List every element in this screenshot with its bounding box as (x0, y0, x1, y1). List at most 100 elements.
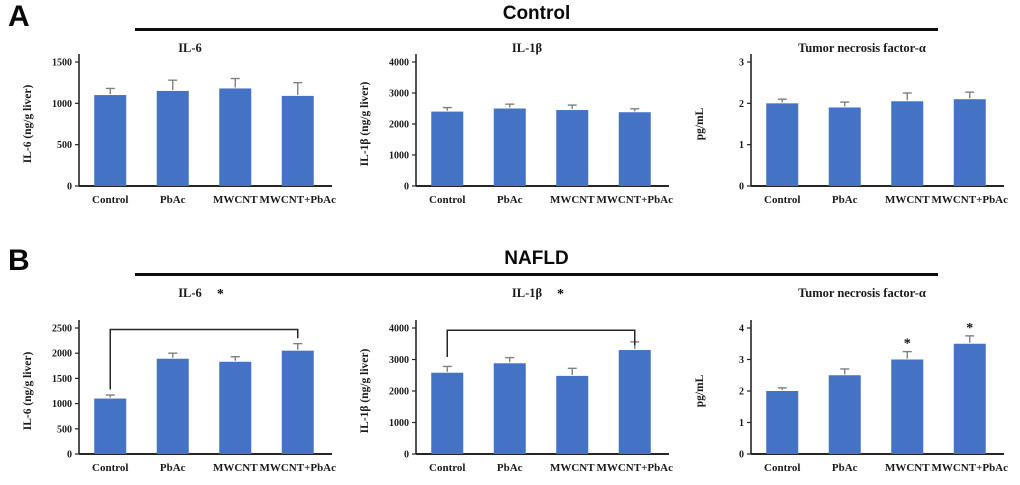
category-label: Control (429, 194, 465, 206)
bar-chart: 0 500 1000 1500 IL-6 (ng/g liver) Control PbAc… (22, 41, 336, 206)
category-label: PbAc (160, 194, 186, 206)
bar-chart: 0 500 1000 1500 2000 2500 IL-6 (ng/g liver) Con… (22, 286, 336, 474)
y-axis-label: pg/mL (694, 107, 706, 140)
bar-chart: 0 1 2 3 pg/mL Control PbAc MWCNT MWCNT+PbAc Tumor… (694, 41, 1008, 206)
y-axis-label: IL-6 (ng/g liver) (22, 352, 34, 431)
significance-bracket (109, 328, 299, 390)
category-label: MWCNT (885, 462, 930, 474)
panel-b-label: B (8, 244, 30, 277)
category-label: MWCNT+PbAc (259, 194, 336, 206)
chart-title: IL-1β (512, 286, 543, 300)
panel-a-header: Control (135, 3, 938, 31)
category-label: Control (92, 462, 128, 474)
y-tick-label: 1000 (52, 399, 72, 410)
category-label: MWCNT+PbAc (596, 462, 673, 474)
category-label: MWCNT+PbAc (596, 194, 673, 206)
bar (493, 363, 526, 454)
bar-chart: 0 1000 2000 3000 4000 IL-1β (ng/g liver) Contr… (359, 41, 673, 206)
bar (219, 88, 252, 186)
y-axis-label: IL-1β (ng/g liver) (359, 349, 371, 434)
bar-chart: 0 1000 2000 3000 4000 IL-1β (ng/g liver) Contr… (359, 286, 673, 474)
significance-star: * (966, 321, 973, 336)
chart-control-il1b: 0 1000 2000 3000 4000 IL-1β (ng/g liver) Contr… (355, 36, 677, 220)
y-tick-label: 3 (739, 58, 744, 69)
y-tick-label: 0 (404, 450, 409, 461)
significance-star: * (217, 287, 224, 302)
category-label: Control (764, 194, 800, 206)
chart-title: Tumor necrosis factor-α (798, 286, 926, 300)
y-tick-label: 3000 (389, 355, 409, 366)
bar (281, 95, 314, 186)
bar (94, 95, 127, 186)
chart-title: IL-6 (178, 41, 202, 55)
y-tick-label: 0 (404, 182, 409, 193)
bar-chart: 0 1 2 3 4 pg/mL Control PbAc MWCNT * MWCNT+PbAc * Tu… (694, 286, 1008, 474)
y-tick-label: 2000 (52, 349, 72, 360)
y-axis-label: pg/mL (694, 374, 706, 407)
y-tick-label: 1500 (52, 374, 72, 385)
chart-control-tnf: 0 1 2 3 pg/mL Control PbAc MWCNT MWCNT+PbAc Tumor… (690, 36, 1012, 220)
category-label: MWCNT+PbAc (259, 462, 336, 474)
category-label: Control (764, 462, 800, 474)
bar (953, 343, 986, 454)
category-label: MWCNT (213, 462, 258, 474)
category-label: MWCNT (550, 462, 595, 474)
bar (431, 111, 464, 186)
chart-nafld-il6: 0 500 1000 1500 2000 2500 IL-6 (ng/g liver) Con… (18, 282, 340, 484)
y-tick-label: 2500 (52, 324, 72, 335)
y-axis-label: IL-1β (ng/g liver) (359, 82, 371, 167)
category-label: Control (92, 194, 128, 206)
y-tick-label: 1 (739, 418, 744, 429)
bar (94, 398, 127, 454)
category-label: PbAc (832, 462, 858, 474)
chart-title: IL-1β (512, 41, 543, 55)
y-tick-label: 4 (739, 324, 744, 335)
y-tick-label: 2000 (389, 387, 409, 398)
bar (766, 103, 799, 186)
bar (493, 108, 526, 186)
chart-nafld-tnf: 0 1 2 3 4 pg/mL Control PbAc MWCNT * MWCNT+PbAc * Tu… (690, 282, 1012, 484)
bar (618, 350, 651, 454)
y-tick-label: 0 (739, 450, 744, 461)
bar (431, 372, 464, 454)
y-tick-label: 1 (739, 140, 744, 151)
significance-star: * (557, 287, 564, 302)
y-tick-label: 1000 (389, 418, 409, 429)
y-tick-label: 1000 (389, 151, 409, 162)
bar (828, 375, 861, 454)
bar (556, 375, 589, 454)
category-label: PbAc (160, 462, 186, 474)
y-tick-label: 2 (739, 387, 744, 398)
bar (556, 110, 589, 186)
y-tick-label: 4000 (389, 324, 409, 335)
y-tick-label: 1000 (52, 99, 72, 110)
bar (618, 112, 651, 186)
chart-title: Tumor necrosis factor-α (798, 41, 926, 55)
bar (953, 99, 986, 186)
y-tick-label: 2 (739, 99, 744, 110)
bar (891, 359, 924, 454)
bar (219, 361, 252, 454)
category-label: MWCNT+PbAc (931, 462, 1008, 474)
chart-control-il6: 0 500 1000 1500 IL-6 (ng/g liver) Control PbAc… (18, 36, 340, 220)
bar (891, 101, 924, 186)
panel-a-header-text: Control (502, 3, 571, 24)
significance-star: * (904, 337, 911, 352)
category-label: MWCNT (550, 194, 595, 206)
bar (156, 90, 189, 186)
significance-bracket (446, 329, 636, 357)
category-label: Control (429, 462, 465, 474)
y-tick-label: 0 (67, 182, 72, 193)
category-label: PbAc (497, 194, 523, 206)
chart-title: IL-6 (178, 286, 202, 300)
chart-nafld-il1b: 0 1000 2000 3000 4000 IL-1β (ng/g liver) Contr… (355, 282, 677, 484)
category-label: PbAc (497, 462, 523, 474)
y-tick-label: 2000 (389, 120, 409, 131)
panel-b-header-text: NAFLD (504, 248, 569, 269)
bar (156, 358, 189, 454)
category-label: MWCNT (885, 194, 930, 206)
category-label: PbAc (832, 194, 858, 206)
bar (281, 350, 314, 454)
bar (766, 391, 799, 454)
